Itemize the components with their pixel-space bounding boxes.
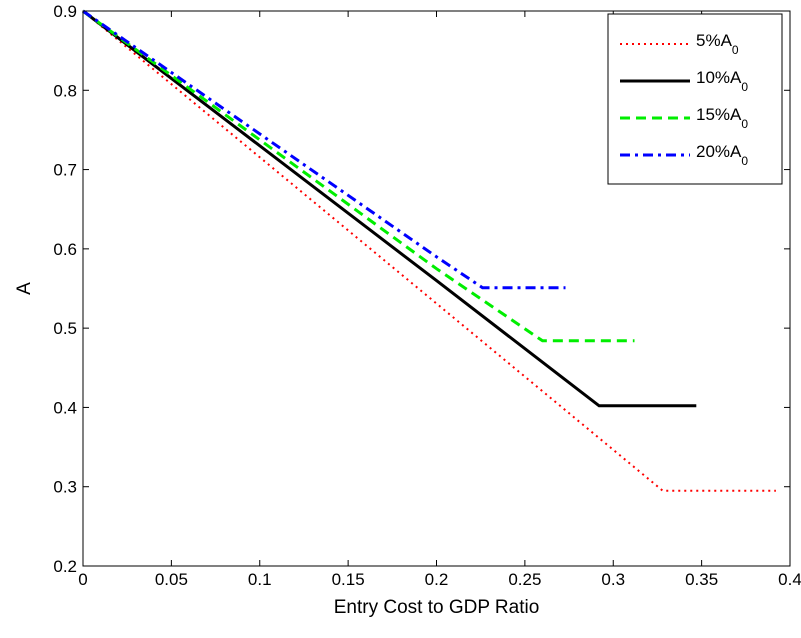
legend-label-main: 20%A <box>696 142 742 161</box>
y-tick-label: 0.6 <box>53 240 77 259</box>
legend-label-main: 5%A <box>696 31 733 50</box>
x-tick-label: 0.15 <box>332 570 365 589</box>
legend-label-main: 15%A <box>696 105 742 124</box>
y-tick-label: 0.9 <box>53 2 77 21</box>
x-tick-label: 0 <box>78 570 87 589</box>
x-tick-label: 0.1 <box>248 570 272 589</box>
y-tick-label: 0.2 <box>53 557 77 576</box>
series-line-2 <box>82 9 697 408</box>
series-layer <box>82 9 776 492</box>
x-tick-label: 0.2 <box>425 570 449 589</box>
x-tick-label: 0.05 <box>155 570 188 589</box>
legend-label-main: 10%A <box>696 68 742 87</box>
y-tick-label: 0.7 <box>53 161 77 180</box>
series-line-3 <box>82 9 635 343</box>
x-tick-label: 0.25 <box>508 570 541 589</box>
x-tick-label: 0.35 <box>685 570 718 589</box>
y-tick-label: 0.3 <box>53 478 77 497</box>
legend-label-subscript: 0 <box>741 117 748 131</box>
legend-label-4: 20%A0 <box>696 142 748 168</box>
legend-label-subscript: 0 <box>741 154 748 168</box>
legend-label-subscript: 0 <box>741 80 748 94</box>
y-axis-ticks: 0.2 0.3 0.4 0.5 0.6 0.7 0.8 0.9 <box>53 2 790 576</box>
legend-label-subscript: 0 <box>732 43 739 57</box>
x-axis-label: Entry Cost to GDP Ratio <box>334 597 540 618</box>
series-line-4 <box>82 9 566 290</box>
x-axis-ticks: 0 0.05 0.1 0.15 0.2 0.25 0.3 0.35 0.4 <box>78 11 801 589</box>
y-axis-label: A <box>14 282 35 295</box>
x-tick-label: 0.3 <box>601 570 625 589</box>
y-tick-label: 0.4 <box>53 398 77 417</box>
legend-box <box>607 13 783 185</box>
legend-label-3: 15%A0 <box>696 105 748 131</box>
y-tick-label: 0.8 <box>53 81 77 100</box>
legend-label-1: 5%A0 <box>696 31 739 57</box>
legend-label-2: 10%A0 <box>696 68 748 94</box>
x-tick-label: 0.4 <box>778 570 801 589</box>
y-tick-label: 0.5 <box>53 319 77 338</box>
